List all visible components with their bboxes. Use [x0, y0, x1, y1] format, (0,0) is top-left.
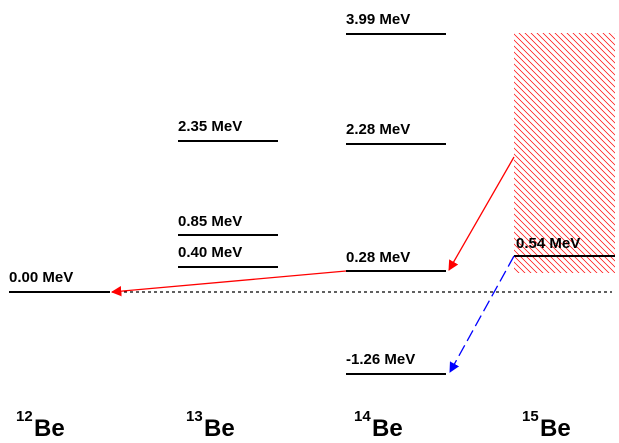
be14-element-symbol: Be — [372, 415, 403, 442]
be12-level-label-0: 0.00 MeV — [9, 269, 73, 286]
be12-mass-number: 12 — [16, 408, 33, 425]
be15-mass-number: 15 — [522, 408, 539, 425]
decay-arrow-be15-to-be14 — [448, 156, 515, 271]
nucleus-label-be14: 14 Be — [354, 408, 403, 442]
be15-element-symbol: Be — [540, 415, 571, 442]
nucleus-label-be15: 15 Be — [522, 408, 571, 442]
decay-arrow-be15-to-be14-ground — [449, 255, 515, 373]
be15-level-label-0: 0.54 MeV — [516, 235, 580, 252]
nucleus-label-be12: 12 Be — [16, 408, 65, 442]
be13-mass-number: 13 — [186, 408, 203, 425]
be13-level-label-2: 0.40 MeV — [178, 244, 242, 261]
be14-level-label-0: 3.99 MeV — [346, 11, 410, 28]
be15-resonance-region — [514, 33, 615, 273]
be13-level-label-1: 0.85 MeV — [178, 213, 242, 230]
be14-mass-number: 14 — [354, 408, 371, 425]
be13-element-symbol: Be — [204, 415, 235, 442]
be14-level-label-1: 2.28 MeV — [346, 121, 410, 138]
decay-arrow-be14-to-be12 — [110, 270, 347, 297]
be14-level-label-2: 0.28 MeV — [346, 249, 410, 266]
be13-level-label-0: 2.35 MeV — [178, 118, 242, 135]
nucleus-label-be13: 13 Be — [186, 408, 235, 442]
be12-element-symbol: Be — [34, 415, 65, 442]
be14-level-label-3: -1.26 MeV — [346, 351, 415, 368]
